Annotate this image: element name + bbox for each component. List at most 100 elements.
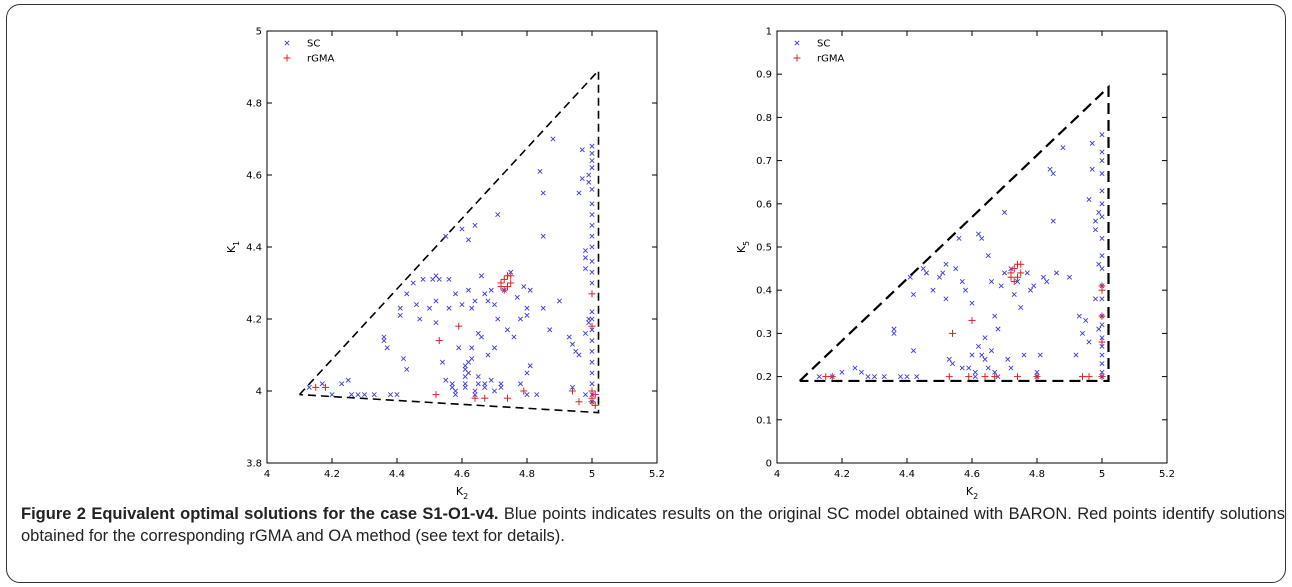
sc-point-stroke: [576, 190, 582, 196]
sc-point-stroke: [930, 287, 936, 293]
sc-point-stroke: [371, 392, 377, 398]
sc-point-stroke: [1099, 201, 1105, 207]
rgma-point: [1098, 338, 1106, 346]
sc-point-stroke: [582, 266, 589, 272]
sc-point-stroke: [1083, 317, 1089, 323]
sc-point: [417, 316, 423, 322]
sc-point-stroke: [881, 374, 887, 380]
sc-point-stroke: [465, 237, 472, 243]
x-tick-label: 4.6: [964, 469, 980, 480]
sc-point: [517, 316, 524, 322]
rgma-point: [991, 373, 999, 381]
sc-point-stroke: [482, 384, 488, 390]
sc-point: [1096, 326, 1102, 332]
rgma-point: [569, 387, 576, 395]
sc-point-stroke: [589, 186, 595, 192]
sc-point: [1096, 261, 1102, 267]
rgma-point: [1014, 273, 1021, 281]
sc-point-stroke: [579, 147, 585, 153]
sc-point: [1086, 339, 1092, 345]
sc-point: [852, 365, 858, 371]
rgma-point: [504, 283, 511, 291]
sc-point: [1083, 317, 1089, 323]
rgma-point: [1007, 269, 1015, 277]
sc-point: [1099, 201, 1105, 207]
sc-point-stroke: [1001, 270, 1008, 276]
sc-point-stroke: [953, 266, 959, 272]
sc-point: [491, 345, 498, 351]
sc-point-stroke: [969, 352, 975, 358]
sc-point: [511, 334, 517, 340]
sc-point-stroke: [992, 313, 998, 319]
sc-point-stroke: [1096, 261, 1102, 267]
sc-point: [1099, 296, 1105, 302]
sc-point-stroke: [871, 374, 878, 380]
sc-point: [1099, 253, 1105, 259]
rgma-point: [1010, 265, 1018, 273]
chart-k5-vs-k2: 4 4.2 4.4 4.6 4.8 5 5.2 0 0.1 0.2 0.3 0.4 0.5 0.6 0.7 0…: [735, 27, 1175, 502]
sc-point-stroke: [475, 330, 481, 336]
sc-point-stroke: [404, 366, 410, 372]
sc-point-stroke: [469, 356, 475, 362]
sc-point-stroke: [582, 392, 589, 398]
sc-point: [920, 266, 926, 272]
sc-point: [969, 352, 975, 358]
sc-point-stroke: [589, 258, 595, 264]
sc-point: [514, 294, 520, 300]
sc-point: [524, 370, 530, 376]
sc-point-stroke: [589, 370, 595, 376]
sc-point-stroke: [339, 381, 345, 387]
sc-point-stroke: [485, 352, 491, 358]
sc-point: [975, 231, 982, 237]
sc-point-stroke: [1053, 270, 1060, 276]
sc-point-stroke: [329, 392, 335, 398]
sc-point-stroke: [449, 384, 455, 390]
sc-point-stroke: [1027, 287, 1034, 293]
sc-point: [504, 327, 511, 333]
sc-point-stroke: [413, 302, 420, 308]
sc-point-stroke: [459, 226, 465, 232]
sc-point-stroke: [439, 359, 446, 365]
sc-point-stroke: [472, 222, 478, 228]
sc-point: [979, 235, 985, 241]
sc-point: [485, 352, 491, 358]
sc-point-stroke: [1099, 352, 1105, 358]
sc-point-stroke: [962, 287, 969, 293]
sc-point-stroke: [1092, 296, 1099, 302]
sc-point: [485, 298, 491, 304]
sc-point-stroke: [1099, 322, 1105, 328]
sc-point: [943, 261, 949, 267]
sc-point: [1050, 218, 1056, 224]
sc-point: [482, 291, 488, 297]
sc-point-stroke: [1089, 166, 1095, 172]
sc-point: [582, 266, 589, 272]
sc-point: [1089, 140, 1095, 146]
rgma-point: [1098, 373, 1106, 381]
sc-point: [582, 330, 589, 336]
rgma-point: [1017, 269, 1025, 277]
sc-point-stroke: [589, 143, 595, 149]
sc-point: [472, 222, 478, 228]
sc-point-stroke: [1096, 209, 1102, 215]
sc-point: [1037, 352, 1043, 358]
sc-point: [462, 381, 468, 387]
sc-point-stroke: [478, 334, 485, 340]
sc-point-stroke: [462, 366, 468, 372]
rgma-point: [588, 290, 596, 298]
sc-point-stroke: [491, 345, 498, 351]
figure-caption: Figure 2 Equivalent optimal solutions fo…: [21, 503, 1285, 547]
sc-point-stroke: [537, 168, 543, 174]
sc-point: [1066, 274, 1073, 280]
sc-point: [1053, 270, 1060, 276]
sc-point: [439, 359, 446, 365]
sc-point: [478, 273, 485, 279]
rgma-point: [1085, 373, 1093, 381]
sc-point: [589, 201, 595, 207]
sc-point: [1018, 304, 1024, 310]
sc-point: [897, 374, 904, 380]
sc-point: [1099, 132, 1105, 138]
sc-point-stroke: [498, 384, 504, 390]
sc-point: [579, 147, 585, 153]
sc-point-stroke: [417, 316, 423, 322]
sc-point: [508, 269, 514, 275]
